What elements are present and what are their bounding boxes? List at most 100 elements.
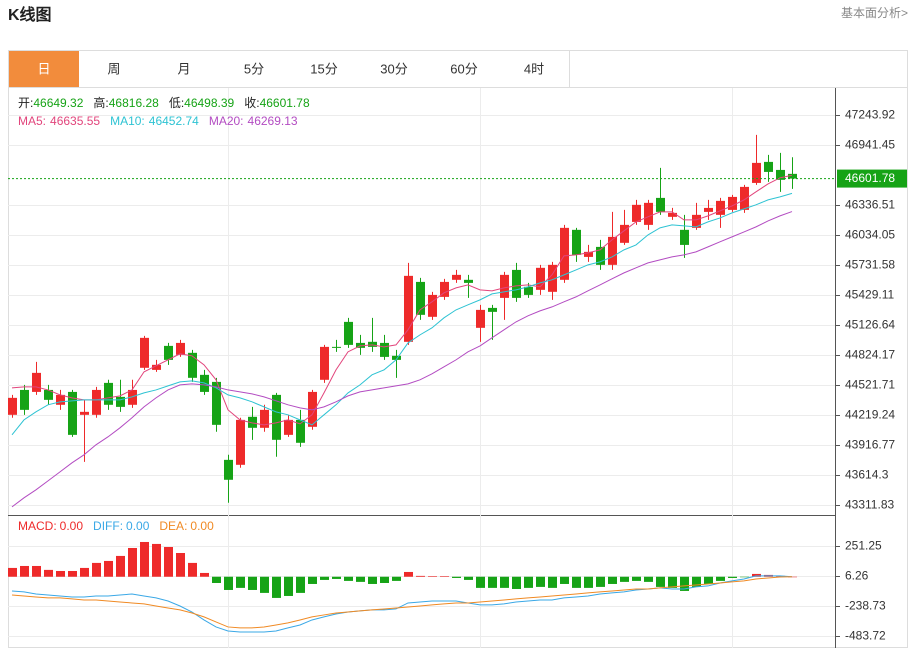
candle-body [176,342,185,355]
candle-body [488,307,497,312]
macd-bar [620,576,629,582]
macd-bar [788,576,797,578]
tab[interactable] [289,51,359,87]
candle-body [344,321,353,345]
y-tick-label: -238.73 [845,599,886,613]
tab[interactable] [499,51,569,87]
candle-body [260,409,269,428]
y-tick-label: 43614.3 [845,468,889,482]
candle-body [248,416,257,428]
macd-bar [464,576,473,580]
fundamental-link[interactable]: 基本面分析> [841,6,908,20]
macd-bar [716,576,725,581]
macd-bar [332,576,341,579]
y-tick-label: 44824.17 [845,348,895,362]
legend-value: 46635.55 [50,114,100,128]
tab[interactable] [9,51,79,87]
y-tick-label: 47243.92 [845,108,895,122]
ohlc-label: 收: [244,96,259,110]
candle-body [608,236,617,265]
candle-body [116,396,125,407]
macd-bar [536,576,545,587]
candle-body [368,341,377,347]
macd-bar [740,576,749,578]
candle-body [140,337,149,368]
candle-body [320,346,329,380]
candle-body [20,389,29,410]
tab[interactable] [149,51,219,87]
candle-body [536,267,545,290]
tab-label[interactable]: 日 [37,61,50,76]
page-title: K线图 [8,5,52,24]
candle-body [80,411,89,415]
y-tick-label: 251.25 [845,539,882,553]
macd-bar [164,546,173,577]
legend-value: 0.00 [60,519,84,533]
y-tick-label: 43916.77 [845,438,895,452]
candle-body [668,212,677,217]
candle-body [692,214,701,228]
indicator-line [11,192,793,436]
macd-bar [524,576,533,588]
candle-body [452,274,461,280]
indicator-line [11,174,793,426]
candle-body [584,251,593,257]
ohlc-value: 46498.39 [184,96,234,110]
tab-label[interactable]: 30分 [380,61,407,76]
macd-bar [476,576,485,588]
macd-bar [668,576,677,588]
macd-bar [236,576,245,588]
candle-body [752,162,761,183]
tab[interactable] [79,51,149,87]
tab[interactable] [429,51,499,87]
candle-body [392,355,401,360]
macd-bar [632,576,641,581]
ohlc-value: 46816.28 [109,96,159,110]
y-tick-label: 6.26 [845,569,869,583]
candle-body [620,224,629,243]
candle-body [512,269,521,298]
macd-bar [212,576,221,583]
macd-bar [392,576,401,581]
macd-bar [92,562,101,577]
tab[interactable] [359,51,429,87]
macd-bar [560,576,569,584]
y-tick-label: 46336.51 [845,198,895,212]
macd-bar [140,541,149,577]
legend-name: MA10: [110,114,145,128]
ohlc-info: 开:46649.32 高:46816.28 低:46498.39 收:46601.78 [18,95,310,110]
macd-bar [296,576,305,593]
candle-body [164,345,173,360]
macd-bar [176,552,185,577]
candle-body [680,229,689,245]
tab-label[interactable]: 5分 [244,61,264,76]
tab[interactable] [219,51,289,87]
tab-label[interactable]: 15分 [310,61,337,76]
macd-bar [692,576,701,587]
tab-label[interactable]: 4时 [524,61,544,76]
macd-bar [452,576,461,578]
tab-label[interactable]: 周 [107,61,120,76]
macd-bar [20,565,29,577]
macd-bar [380,576,389,583]
macd-bar [68,570,77,577]
legend-name: MA5: [18,114,46,128]
macd-bar [188,562,197,577]
macd-legend: MACD: 0.00 DIFF: 0.00 DEA: 0.00 [18,519,214,533]
legend-name: MA20: [209,114,244,128]
candle-body [764,161,773,172]
indicator-line [11,576,793,629]
macd-bar [128,547,137,577]
macd-bar [572,576,581,588]
macd-bar [284,576,293,596]
macd-bar [200,572,209,577]
candle-body [380,342,389,357]
tab-label[interactable]: 月 [177,61,190,76]
candle-body [560,227,569,280]
candle-body [152,364,161,370]
y-tick-label: 43311.83 [845,498,894,512]
macd-bar [116,555,125,577]
tab-label[interactable]: 60分 [450,61,477,76]
